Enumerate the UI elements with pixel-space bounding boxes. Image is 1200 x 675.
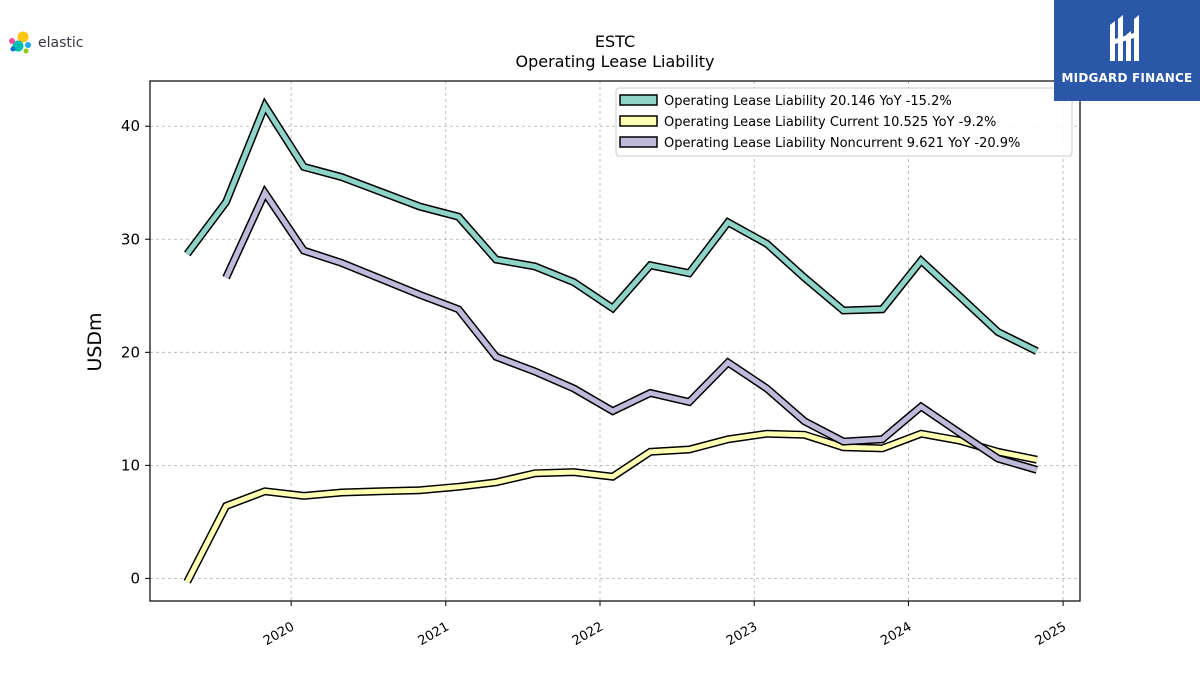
grid [150, 81, 1080, 601]
legend-label: Operating Lease Liability 20.146 YoY -15… [664, 94, 952, 109]
x-tick-label: 2025 [1033, 619, 1069, 649]
chart-title: ESTC [595, 32, 635, 51]
y-tick-label: 40 [121, 117, 140, 135]
y-axis-label: USDm [84, 312, 106, 371]
y-axis: 0 10 20 30 40 [121, 117, 150, 587]
x-tick-label: 2022 [570, 619, 606, 649]
legend-label: Operating Lease Liability Noncurrent 9.6… [664, 136, 1020, 151]
elastic-logo-text: elastic [38, 35, 84, 51]
x-tick-label: 2023 [724, 619, 760, 649]
y-tick-label: 0 [130, 569, 140, 587]
chart-subtitle: Operating Lease Liability [515, 52, 714, 71]
legend-swatch [619, 94, 658, 106]
x-tick-label: 2020 [261, 619, 297, 649]
x-tick-label: 2021 [416, 619, 452, 649]
legend-swatch [619, 136, 658, 148]
plot-frame [149, 80, 1081, 602]
y-tick-label: 10 [121, 456, 140, 474]
x-tick-label: 2024 [878, 619, 914, 649]
series-2 [183, 429, 1038, 584]
series-line [184, 431, 1038, 583]
series-line [223, 187, 1038, 473]
elastic-logo-icon [9, 31, 31, 54]
legend-box [615, 87, 1073, 157]
series-3 [222, 184, 1039, 474]
legend-swatch [619, 115, 658, 127]
series-layer [183, 97, 1039, 584]
series-line-outline [222, 184, 1039, 474]
series-line-outline [183, 429, 1038, 584]
midgard-finance-logo-icon [1110, 15, 1139, 61]
x-axis: 2020 2021 2022 2023 2024 2025 [261, 601, 1069, 649]
legend: Operating Lease Liability 20.146 YoY -15… [615, 87, 1073, 157]
midgard-finance-logo: MIDGARD FINANCE [1054, 0, 1200, 101]
elastic-logo: elastic [8, 30, 83, 56]
y-tick-label: 20 [121, 343, 140, 361]
legend-label: Operating Lease Liability Current 10.525… [664, 115, 996, 130]
y-tick-label: 30 [121, 230, 140, 248]
series-1 [183, 97, 1039, 355]
midgard-finance-logo-text: MIDGARD FINANCE [1061, 71, 1193, 85]
